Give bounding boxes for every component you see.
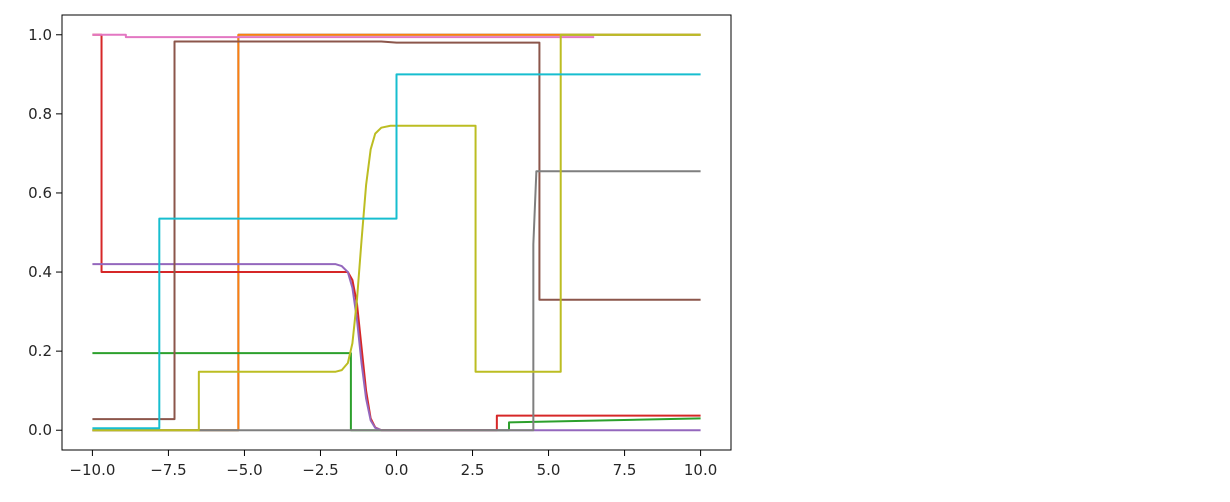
series-line-7 bbox=[92, 33, 595, 39]
y-tick-label: 1.0 bbox=[28, 26, 52, 44]
x-tick-label: 0.0 bbox=[385, 461, 409, 479]
y-tick-label: 0.8 bbox=[28, 105, 52, 123]
series-line-6 bbox=[92, 40, 701, 421]
y-tick-label: 0.2 bbox=[28, 342, 52, 360]
y-tick-label: 0.0 bbox=[28, 421, 52, 439]
x-tick-label: −10.0 bbox=[69, 461, 115, 479]
x-tick-label: 10.0 bbox=[684, 461, 717, 479]
series-line-10 bbox=[92, 73, 701, 430]
series-line-9 bbox=[92, 33, 701, 432]
x-tick-label: −5.0 bbox=[226, 461, 262, 479]
x-tick-label: 5.0 bbox=[537, 461, 561, 479]
x-tick-label: 7.5 bbox=[613, 461, 637, 479]
series-layer bbox=[92, 33, 701, 432]
x-tick-label: −7.5 bbox=[150, 461, 186, 479]
series-line-5 bbox=[92, 263, 701, 432]
y-axis: 0.0 0.2 0.4 0.6 0.8 1.0 bbox=[28, 26, 62, 439]
x-axis: −10.0 −7.5 −5.0 −2.5 0.0 2.5 5.0 7.5 10.0 bbox=[69, 450, 717, 479]
y-tick-label: 0.6 bbox=[28, 184, 52, 202]
y-tick-label: 0.4 bbox=[28, 263, 52, 281]
x-tick-label: −2.5 bbox=[302, 461, 338, 479]
x-tick-label: 2.5 bbox=[461, 461, 485, 479]
series-line-8 bbox=[92, 170, 701, 432]
